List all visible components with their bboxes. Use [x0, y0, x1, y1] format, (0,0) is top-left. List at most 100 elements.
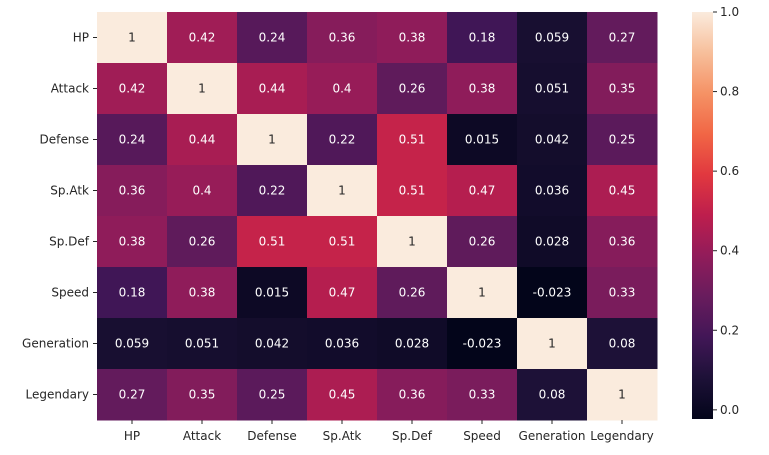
- cell-value-label: 0.36: [329, 31, 356, 45]
- heatmap-cell: [97, 63, 168, 115]
- cell-value-label: 1: [478, 286, 486, 300]
- cell-value-label: 1: [338, 184, 346, 198]
- cell-value-label: 0.38: [469, 82, 496, 96]
- heatmap-cell: [167, 267, 238, 319]
- cell-value-label: 0.36: [119, 184, 146, 198]
- cell-value-label: 0.51: [329, 235, 356, 249]
- cell-value-label: 0.44: [189, 133, 216, 147]
- y-tick-label: Attack: [51, 82, 89, 96]
- heatmap-cell: [307, 267, 378, 319]
- heatmap-cell: [447, 63, 518, 115]
- heatmap-cell: [587, 165, 658, 217]
- heatmap-cell: [237, 369, 308, 421]
- cell-value-label: 0.25: [259, 388, 286, 402]
- cell-value-label: 1: [128, 31, 136, 45]
- colorbar-tick-label: 0.2: [720, 323, 739, 337]
- cell-value-label: 0.42: [119, 82, 146, 96]
- heatmap-cell: [97, 267, 168, 319]
- heatmap-cell: [447, 369, 518, 421]
- heatmap-cell: [167, 63, 238, 115]
- heatmap-cell: [587, 369, 658, 421]
- heatmap-cell: [377, 63, 448, 115]
- heatmap-cell: [237, 63, 308, 115]
- cell-value-label: 0.015: [465, 133, 499, 147]
- heatmap-cell: [167, 216, 238, 268]
- cell-value-label: 0.22: [329, 133, 356, 147]
- heatmap-cell: [167, 165, 238, 217]
- colorbar-tick-label: 1.0: [720, 5, 739, 19]
- cell-value-label: 0.24: [259, 31, 286, 45]
- cell-value-label: 0.35: [609, 82, 636, 96]
- heatmap-cell: [447, 12, 518, 64]
- heatmap-cell: [97, 165, 168, 217]
- heatmap-cell: [167, 318, 238, 370]
- heatmap-cell: [167, 369, 238, 421]
- heatmap-cell: [587, 114, 658, 166]
- y-tick-label: Sp.Atk: [50, 184, 89, 198]
- heatmap-cell: [307, 12, 378, 64]
- cell-value-label: 0.45: [609, 184, 636, 198]
- y-tick-label: Generation: [22, 337, 89, 351]
- y-tick-label: Sp.Def: [49, 235, 90, 249]
- heatmap-cell: [237, 165, 308, 217]
- cell-value-label: 0.44: [259, 82, 286, 96]
- heatmap-cell: [447, 267, 518, 319]
- cell-value-label: 0.51: [399, 133, 426, 147]
- cell-value-label: 0.18: [469, 31, 496, 45]
- heatmap-cell: [377, 318, 448, 370]
- cell-value-label: -0.023: [533, 286, 572, 300]
- heatmap-cell: [447, 216, 518, 268]
- cell-value-label: 0.4: [192, 184, 211, 198]
- cell-value-label: 0.028: [395, 337, 429, 351]
- heatmap-cell: [517, 63, 588, 115]
- heatmap-cell: [377, 369, 448, 421]
- cell-value-label: 0.22: [259, 184, 286, 198]
- cell-value-label: 0.42: [189, 31, 216, 45]
- cell-value-label: 1: [198, 82, 206, 96]
- heatmap-cell: [377, 216, 448, 268]
- cell-value-label: -0.023: [463, 337, 502, 351]
- heatmap-cell: [517, 318, 588, 370]
- cell-value-label: 1: [268, 133, 276, 147]
- heatmap-cell: [447, 114, 518, 166]
- cell-value-label: 0.38: [119, 235, 146, 249]
- y-tick-label: Speed: [51, 286, 89, 300]
- heatmap-cell: [307, 165, 378, 217]
- heatmap-cell: [167, 12, 238, 64]
- heatmap-cell: [237, 114, 308, 166]
- heatmap-cell: [377, 114, 448, 166]
- x-tick-label: Attack: [183, 429, 221, 443]
- heatmap-cell: [447, 165, 518, 217]
- cell-value-label: 1: [408, 235, 416, 249]
- heatmap-cell: [447, 318, 518, 370]
- cell-value-label: 0.38: [189, 286, 216, 300]
- cell-value-label: 0.51: [399, 184, 426, 198]
- heatmap-cell: [587, 318, 658, 370]
- heatmap-cell: [307, 114, 378, 166]
- x-tick-label: Defense: [247, 429, 296, 443]
- cell-value-label: 0.26: [399, 286, 426, 300]
- heatmap-cell: [237, 12, 308, 64]
- heatmap-cell: [377, 165, 448, 217]
- cell-value-label: 0.27: [119, 388, 146, 402]
- heatmap-cell: [97, 369, 168, 421]
- cell-value-label: 0.08: [539, 388, 566, 402]
- y-tick-label: Legendary: [26, 388, 89, 402]
- x-tick-label: Sp.Def: [392, 429, 433, 443]
- cell-value-label: 0.036: [325, 337, 359, 351]
- cell-value-label: 0.33: [609, 286, 636, 300]
- cell-value-label: 0.51: [259, 235, 286, 249]
- cell-value-label: 0.4: [332, 82, 351, 96]
- cell-value-label: 0.042: [535, 133, 569, 147]
- cell-value-label: 0.24: [119, 133, 146, 147]
- colorbar-tick-label: 0.0: [720, 403, 739, 417]
- cell-value-label: 0.08: [609, 337, 636, 351]
- cell-value-label: 0.028: [535, 235, 569, 249]
- heatmap-cell: [587, 267, 658, 319]
- colorbar-tick-label: 0.8: [720, 85, 739, 99]
- x-axis: HP Attack Defense Sp.Atk Sp.Def Speed Generati…: [124, 420, 654, 443]
- heatmap-cell: [237, 318, 308, 370]
- cell-value-label: 0.47: [469, 184, 496, 198]
- heatmap-cell: [97, 12, 168, 64]
